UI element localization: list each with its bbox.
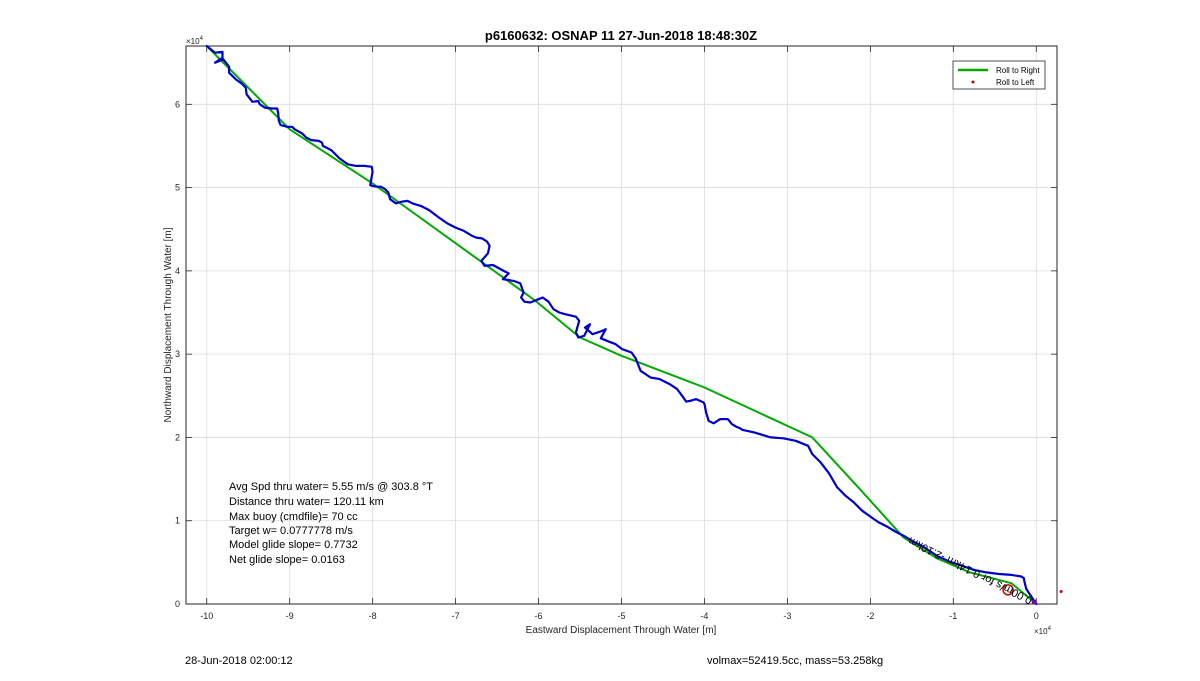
footer-timestamp: 28-Jun-2018 02:00:12	[185, 655, 293, 667]
x-tick-label: -10	[200, 611, 213, 621]
footer-volmax-mass: volmax=52419.5cc, mass=53.258kg	[707, 655, 884, 667]
x-tick-label: -1	[949, 611, 957, 621]
series-glider-track-line	[205, 44, 1038, 606]
start-marker-circle	[1002, 584, 1014, 596]
legend-swatch-roll-left	[971, 80, 975, 84]
legend: Roll to Right Roll to Left	[952, 60, 1046, 90]
marker-group	[1002, 584, 1063, 605]
stats-annotations: Avg Spd thru water= 5.55 m/s @ 303.8 °T …	[229, 481, 433, 566]
annotation-max-buoy: Max buoy (cmdfile)= 70 cc	[229, 511, 358, 523]
track-end-point	[1031, 599, 1037, 605]
y-axis-label: Northward Displacement Through Water [m]	[163, 227, 174, 422]
rotated-segment-label: 0.00m/s for 0.14km -2.10km	[906, 534, 1034, 606]
x-exponent: ×104	[1034, 626, 1052, 636]
x-axis-label: Eastward Displacement Through Water [m]	[526, 625, 717, 636]
annotation-net-glide-slope: Net glide slope= 0.0163	[229, 554, 345, 566]
legend-label-roll-right: Roll to Right	[996, 66, 1040, 75]
annotation-avg-speed: Avg Spd thru water= 5.55 m/s @ 303.8 °T	[229, 481, 433, 493]
x-tick-label: -8	[369, 611, 377, 621]
y-tick-label: 3	[175, 349, 180, 359]
annotation-distance: Distance thru water= 120.11 km	[229, 496, 384, 508]
legend-box	[952, 60, 1046, 90]
y-tick-label: 0	[175, 599, 180, 609]
x-tick-label: -3	[783, 611, 791, 621]
annotation-target-w: Target w= 0.0777778 m/s	[229, 525, 353, 537]
series-group	[205, 44, 1038, 606]
y-tick-label: 2	[175, 432, 180, 442]
y-exponent: ×104	[186, 36, 204, 46]
x-tick-label: -4	[700, 611, 708, 621]
x-tick-label: -5	[617, 611, 625, 621]
y-tick-label: 4	[175, 266, 180, 276]
legend-label-roll-left: Roll to Left	[996, 78, 1035, 87]
x-tick-label: -7	[452, 611, 460, 621]
x-tick-label: -2	[866, 611, 874, 621]
y-tick-label: 1	[175, 516, 180, 526]
x-tick-label: 0	[1034, 611, 1039, 621]
annotation-model-glide-slope: Model glide slope= 0.7732	[229, 539, 358, 551]
roll-to-left-point	[1059, 590, 1063, 594]
y-tick-label: 6	[175, 99, 180, 109]
y-tick-label: 5	[175, 183, 180, 193]
x-tick-label: -9	[286, 611, 294, 621]
x-tick-label: -6	[535, 611, 543, 621]
chart-title: p6160632: OSNAP 11 27-Jun-2018 18:48:30Z	[485, 28, 757, 43]
